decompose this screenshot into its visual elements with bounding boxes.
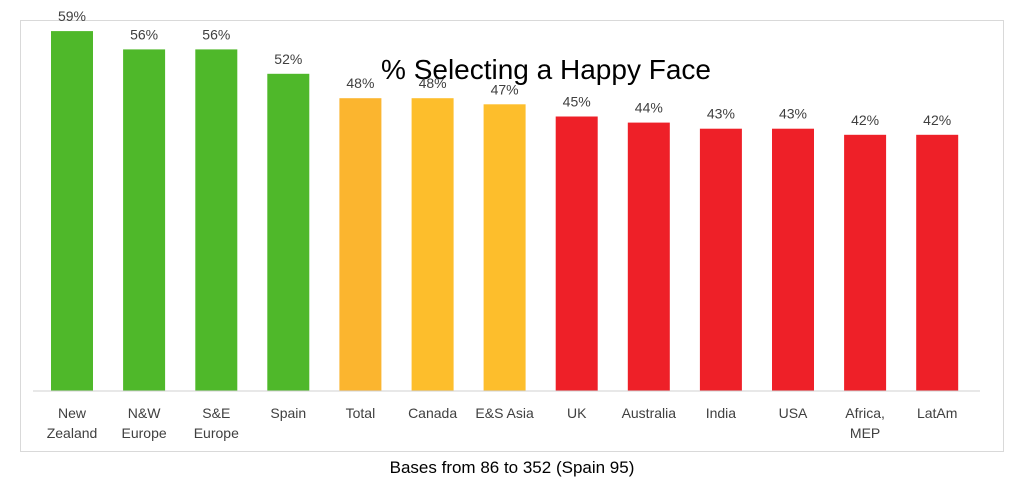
data-label: 48% <box>346 75 374 91</box>
category-label: Canada <box>408 405 457 421</box>
category-label: New Zealand <box>47 405 98 441</box>
category-label: LatAm <box>917 405 957 421</box>
bar <box>699 128 742 391</box>
category-label: UK <box>567 405 587 421</box>
bar <box>123 49 166 392</box>
data-label: 48% <box>419 75 447 91</box>
data-label: 44% <box>635 100 663 116</box>
category-label: N&W Europe <box>122 405 167 441</box>
data-label: 45% <box>563 94 591 110</box>
category-label: India <box>706 405 737 421</box>
category-label: USA <box>779 405 808 421</box>
data-label: 43% <box>707 106 735 122</box>
data-label: 59% <box>58 8 86 24</box>
bar <box>844 134 887 392</box>
data-label: 42% <box>923 112 951 128</box>
bar <box>411 98 454 391</box>
data-label: 42% <box>851 112 879 128</box>
bar <box>916 134 959 392</box>
data-label: 47% <box>491 81 519 97</box>
chart-caption: Bases from 86 to 352 (Spain 95) <box>389 458 635 477</box>
bar <box>339 98 382 391</box>
category-label: S&E Europe <box>194 405 239 441</box>
category-label: E&S Asia <box>475 405 534 421</box>
bar <box>627 122 670 391</box>
category-label: Total <box>346 405 376 421</box>
bar <box>51 31 93 391</box>
bar <box>772 128 814 391</box>
data-label: 52% <box>274 51 302 67</box>
category-label: Spain <box>270 405 306 421</box>
data-label: 56% <box>130 26 158 42</box>
bar-chart: % Selecting a Happy Face 59% 56% 56% 52% 48%… <box>33 8 980 441</box>
bar <box>195 49 238 392</box>
category-label: Australia <box>622 405 677 421</box>
data-label: 43% <box>779 106 807 122</box>
bar <box>483 104 526 392</box>
bar <box>555 116 598 391</box>
category-label: Africa, MEP <box>845 405 885 441</box>
data-label: 56% <box>202 26 230 42</box>
chart-title: % Selecting a Happy Face <box>381 54 711 85</box>
bar <box>267 73 310 392</box>
